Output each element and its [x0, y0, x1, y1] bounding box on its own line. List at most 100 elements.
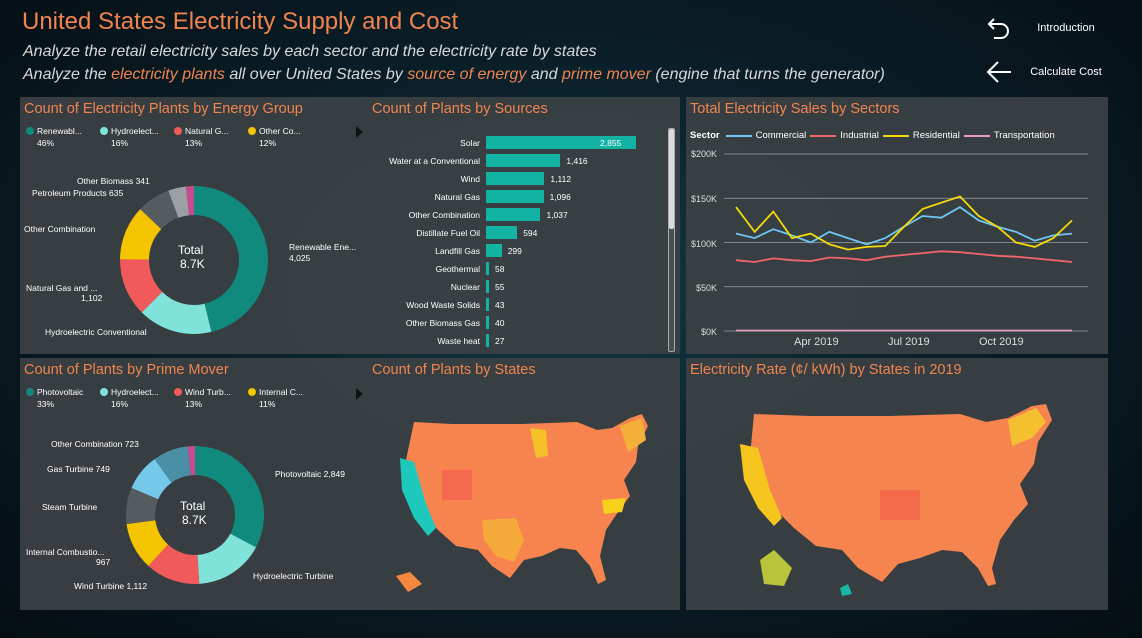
subtitle-plants: Analyze the electricity plants all over … — [23, 66, 885, 84]
legend-residential[interactable]: Residential — [912, 130, 960, 141]
bar-label: Solar — [460, 138, 480, 148]
alaska-state[interactable] — [396, 572, 422, 592]
donut-slice-petroleum-products[interactable] — [140, 190, 179, 230]
label-renewable-value: 4,025 — [289, 253, 311, 263]
northeast-states[interactable] — [620, 418, 646, 452]
donut-slice-other-combination[interactable] — [120, 209, 162, 260]
bar[interactable] — [486, 334, 489, 347]
new-england-states[interactable] — [1008, 408, 1046, 446]
page-title: United States Electricity Supply and Cos… — [22, 8, 459, 35]
label-internal-combustion: Internal Combustio... — [26, 547, 105, 557]
legend-item[interactable]: Renewabl... 46% — [26, 126, 100, 148]
label-natural-gas-value: 1,102 — [81, 293, 103, 303]
subtitle-highlight: electricity plants — [111, 66, 225, 83]
donut-slice-wind-turbine[interactable] — [148, 544, 200, 584]
california-state[interactable] — [400, 458, 436, 536]
sources-scrollbar[interactable] — [668, 128, 675, 352]
donut-slice-hydroelectric-conventional[interactable] — [141, 291, 212, 334]
donut-center-label: Total — [180, 499, 206, 513]
drill-caret-icon[interactable] — [356, 388, 363, 400]
donut-slice-photovoltaic[interactable] — [195, 446, 264, 548]
legend-dot — [26, 127, 34, 135]
bar[interactable] — [486, 226, 518, 239]
donut-slice-steam-turbine[interactable] — [126, 487, 159, 524]
california-state[interactable] — [740, 444, 782, 526]
hawaii-state[interactable] — [840, 584, 852, 596]
bar[interactable] — [486, 316, 489, 329]
rate-map[interactable] — [740, 400, 1070, 600]
bar[interactable] — [486, 172, 545, 185]
donut-slice-other[interactable] — [187, 446, 195, 476]
bar-label: Water at a Conventional — [389, 156, 480, 166]
legend-item[interactable]: Hydroelect... 16% — [100, 126, 174, 148]
legend-pct: 46% — [37, 138, 55, 148]
north-carolina-state[interactable] — [602, 498, 626, 514]
donut-slice-hydroelectric-turbine[interactable] — [197, 533, 256, 584]
legend-industrial[interactable]: Industrial — [840, 130, 879, 141]
donut-slice-natural-gas-and-other-gases[interactable] — [120, 259, 163, 313]
bar-value: 1,416 — [566, 156, 588, 166]
bar[interactable] — [486, 154, 561, 167]
legend-item[interactable]: Photovoltaic 33% — [26, 387, 100, 409]
calculate-cost-button[interactable]: Calculate Cost — [984, 57, 1106, 87]
legend-dot — [174, 388, 182, 396]
donut-slice-other-biomass[interactable] — [168, 186, 190, 218]
legend-dot — [174, 127, 182, 135]
drill-caret-icon[interactable] — [356, 126, 363, 138]
subtitle-text: (engine that turns the generator) — [650, 66, 885, 83]
donut-slice-gas-turbine[interactable] — [131, 459, 172, 500]
left-arrow-icon — [984, 57, 1014, 87]
bar-value: 594 — [523, 228, 538, 238]
donut-slice-other[interactable] — [185, 186, 194, 216]
legend-item[interactable]: Natural G... 13% — [174, 126, 248, 148]
scrollbar-thumb[interactable] — [669, 129, 674, 229]
donut-slice-other-combination[interactable] — [154, 446, 191, 483]
bar[interactable] — [486, 298, 489, 311]
bar[interactable] — [486, 280, 489, 293]
y-tick: $200K — [690, 149, 717, 159]
bar[interactable] — [486, 208, 541, 221]
label-steam-turbine: Steam Turbine — [42, 502, 98, 512]
legend-item[interactable]: Other Co... 12% — [248, 126, 322, 148]
bar[interactable] — [486, 244, 502, 257]
bar-label: Distillate Fuel Oil — [416, 228, 480, 238]
legend-line — [963, 134, 990, 137]
subtitle-text: all over United States by — [224, 66, 408, 83]
legend-name: Natural G... — [185, 126, 229, 136]
legend-pct: 33% — [37, 399, 55, 409]
introduction-button[interactable]: Introduction — [984, 13, 1106, 43]
legend-item[interactable]: Hydroelect... 16% — [100, 387, 174, 409]
label-gas-turbine: Gas Turbine 749 — [47, 464, 110, 474]
legend-dot — [100, 388, 108, 396]
label-hydro: Hydroelectric Conventional — [45, 327, 147, 337]
alaska-state[interactable] — [760, 550, 792, 586]
legend-item[interactable]: Internal C... 11% — [248, 387, 322, 409]
legend-name: Renewabl... — [37, 126, 82, 136]
usa-shape — [406, 414, 648, 584]
y-tick: $0K — [700, 327, 717, 337]
series-line-residential[interactable] — [735, 195, 1073, 251]
bar-label: Waste heat — [437, 336, 480, 346]
states-map[interactable] — [392, 400, 664, 600]
x-tick: Jul 2019 — [888, 336, 930, 348]
label-other-combination: Other Combination 723 — [51, 439, 139, 449]
midsouth-region[interactable] — [880, 490, 920, 520]
series-line-industrial[interactable] — [735, 250, 1073, 263]
texas-state[interactable] — [482, 518, 524, 562]
bar[interactable] — [486, 190, 544, 203]
legend-line — [882, 134, 909, 137]
legend-item[interactable]: Wind Turb... 13% — [174, 387, 248, 409]
donut-slice-renewable-energy[interactable] — [194, 186, 268, 332]
bar-label: Other Combination — [408, 210, 480, 220]
x-tick: Apr 2019 — [794, 336, 839, 348]
nevada-region[interactable] — [442, 470, 472, 500]
donut-slice-internal-combustion[interactable] — [126, 520, 168, 566]
minnesota-state[interactable] — [530, 428, 548, 458]
energy-group-title: Count of Electricity Plants by Energy Gr… — [24, 101, 303, 117]
bar[interactable] — [486, 136, 636, 149]
legend-commercial[interactable]: Commercial — [755, 130, 807, 141]
legend-transportation[interactable]: Transportation — [993, 130, 1055, 141]
bar[interactable] — [486, 262, 490, 275]
sales-legend-title: Sector — [690, 130, 720, 141]
sources-bar-chart: Solar 2,855 Water at a Conventional 1,416 Wi… — [374, 136, 664, 350]
